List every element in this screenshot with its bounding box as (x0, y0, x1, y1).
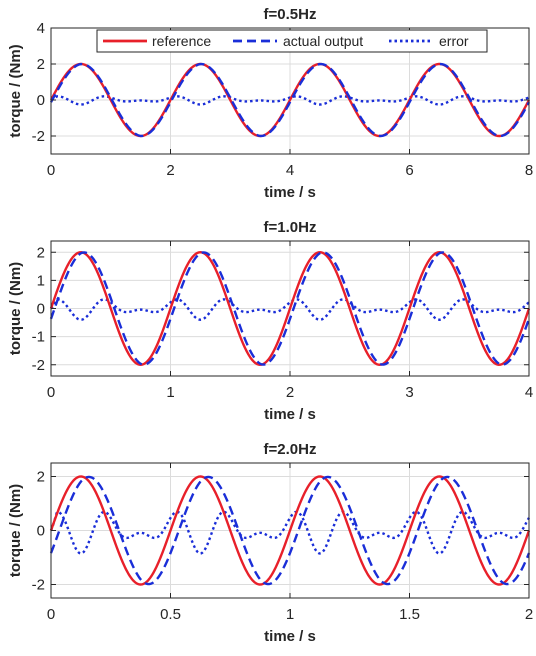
legend-label-error: error (439, 33, 469, 49)
panel-f10: 0 1 2 3 4 -2 -1 0 1 2 f=1.0Hz time / s torque / (… (7, 219, 533, 423)
x-tick-label: 1 (286, 606, 294, 623)
series-error-line (50, 298, 530, 321)
legend-box (96, 29, 488, 53)
y-tick-label: 0 (37, 523, 45, 540)
curves-f05 (49, 62, 531, 138)
ticks-f20: 0 0.5 1 1.5 2-202 (32, 463, 533, 623)
y-tick-label: -1 (32, 329, 45, 346)
y-axis-label-f10: torque / (Nm) (7, 262, 24, 355)
legend-label-actual-output: actual output (283, 33, 363, 49)
x-tick-label: 0 (47, 162, 55, 179)
series-actual-output-line (49, 475, 531, 586)
series-error-line (49, 510, 531, 555)
chart-title-f05: f=0.5Hz (264, 6, 317, 23)
x-tick-label: 1.5 (399, 606, 420, 623)
y-tick-label: -2 (32, 128, 45, 145)
x-tick-label: 3 (405, 384, 413, 401)
x-tick-label: 4 (286, 162, 294, 179)
legend: reference actual output error (96, 29, 488, 53)
x-axis-label-f10: time / s (264, 406, 316, 423)
x-axis-label-f05: time / s (264, 184, 316, 201)
ticks-f10: 0 1 2 3 4 -2 -1 0 1 2 (32, 241, 533, 401)
chart-title-f10: f=1.0Hz (264, 219, 317, 236)
x-tick-label: 8 (525, 162, 533, 179)
curves-f10 (49, 251, 531, 366)
curves-f20 (49, 475, 531, 586)
x-tick-label: 2 (525, 606, 533, 623)
series-actual-output-line (49, 251, 531, 366)
panel-f20: 0 0.5 1 1.5 2-202 f=2.0Hz time / s torque / … (7, 441, 533, 645)
x-tick-label: 4 (525, 384, 533, 401)
y-tick-label: 0 (37, 301, 45, 318)
y-tick-label: -2 (32, 357, 45, 374)
y-axis-label-f05: torque / (Nm) (7, 44, 24, 137)
series-reference-line (49, 62, 531, 138)
grid-f10 (51, 241, 529, 376)
legend-label-reference: reference (152, 33, 211, 49)
chart-title-f20: f=2.0Hz (264, 441, 317, 458)
x-tick-label: 2 (286, 384, 294, 401)
y-tick-label: 2 (37, 469, 45, 486)
x-tick-label: 0 (47, 384, 55, 401)
y-tick-label: 0 (37, 92, 45, 109)
x-tick-label: 0 (47, 606, 55, 623)
series-reference-line (49, 475, 531, 586)
x-tick-label: 0.5 (160, 606, 181, 623)
x-tick-label: 2 (166, 162, 174, 179)
series-reference-line (49, 251, 531, 366)
y-tick-label: 2 (37, 244, 45, 261)
x-tick-label: 6 (405, 162, 413, 179)
y-tick-label: 1 (37, 272, 45, 289)
y-tick-label: 4 (37, 20, 45, 37)
y-tick-label: 2 (37, 56, 45, 73)
x-tick-label: 1 (166, 384, 174, 401)
x-axis-label-f20: time / s (264, 628, 316, 645)
y-axis-label-f20: torque / (Nm) (7, 484, 24, 577)
series-actual-output-line (49, 62, 531, 138)
y-tick-label: -2 (32, 577, 45, 594)
